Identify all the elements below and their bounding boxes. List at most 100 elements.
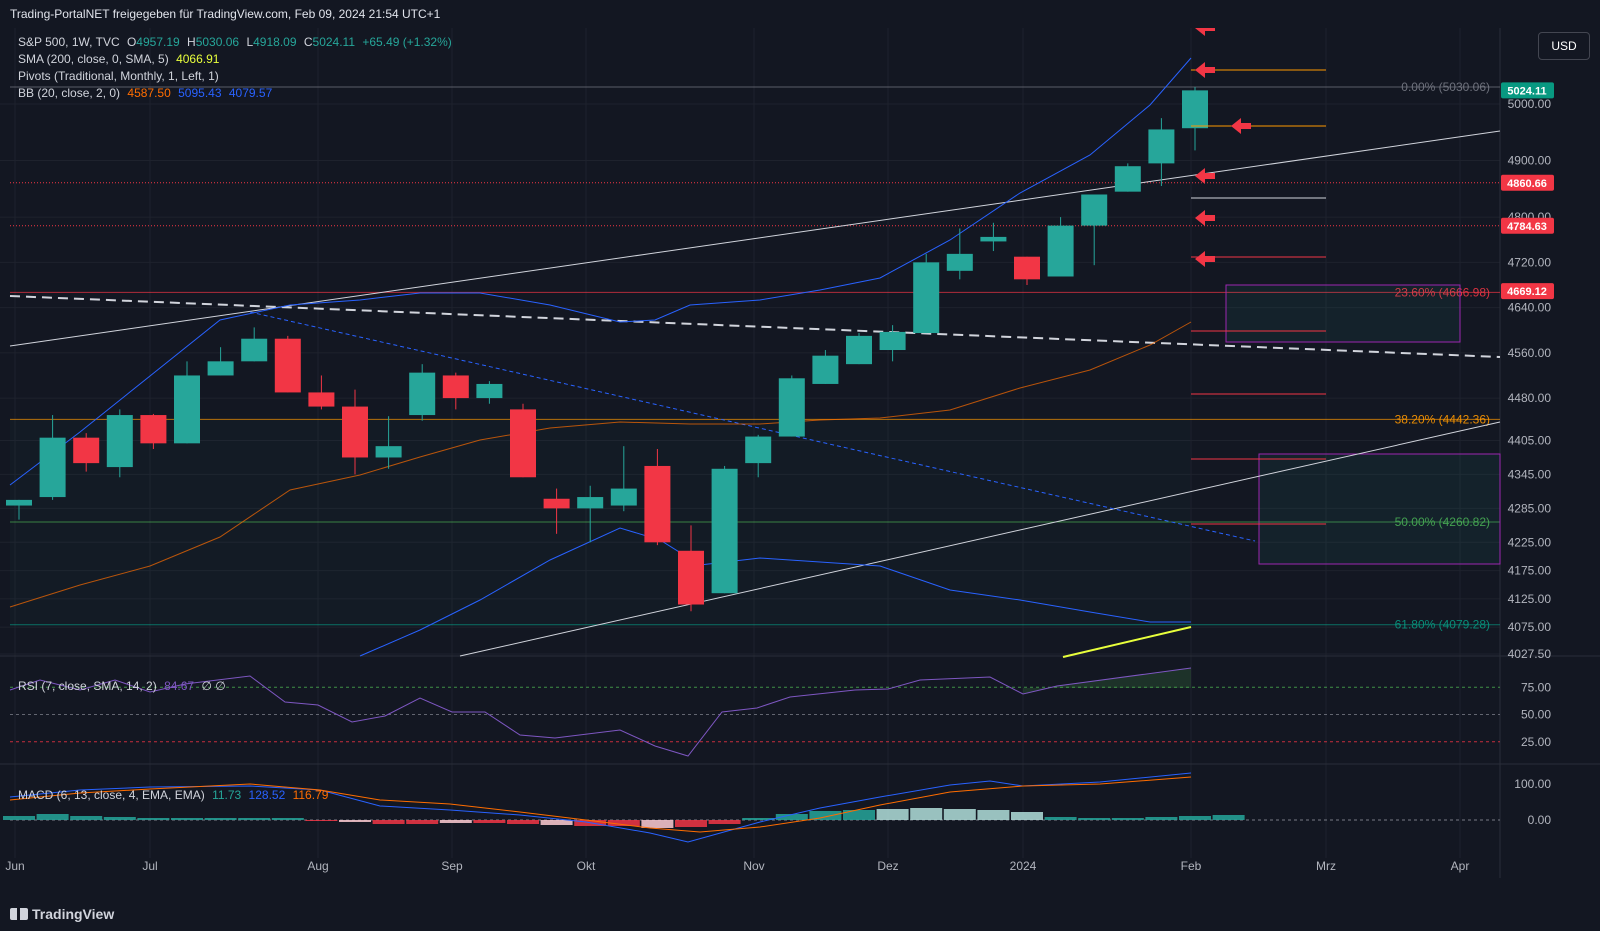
macd-hist-bar [708, 820, 741, 824]
candle-body [342, 406, 368, 458]
rsi-value: 84.67 [164, 679, 195, 693]
price-tag [1501, 283, 1554, 300]
macd-hist-bar [641, 820, 674, 828]
dashed-support [9, 295, 1501, 358]
macd-hist-bar [406, 820, 439, 824]
macd-hist-bar [3, 816, 35, 820]
indicator-tick: 50.00 [1521, 708, 1551, 722]
sma-legend: SMA (200, close, 0, SMA, 5) 4066.91 [18, 52, 219, 66]
arrow-icon [1195, 62, 1215, 78]
candle-body [6, 499, 32, 506]
macd-hist-bar [943, 809, 976, 820]
macd-hist-bar [809, 811, 842, 820]
macd-hist-bar [439, 820, 472, 823]
macd-legend: MACD (6, 13, close, 4, EMA, EMA) 11.73 1… [18, 788, 328, 802]
macd-hist-bar [843, 810, 875, 820]
price-chart[interactable]: 0.00% (5030.06) 23.60% (4666.98) 38.20% (4… [0, 28, 1600, 908]
candle-body [1014, 256, 1040, 280]
currency-button[interactable]: USD [1538, 32, 1590, 60]
tradingview-logo: TradingView [10, 906, 114, 922]
bb-lower [359, 527, 1191, 657]
time-tick: Feb [1181, 859, 1202, 873]
legend-open: 4957.19 [136, 35, 180, 49]
arrow-markers [1195, 28, 1251, 267]
price-tag-label: 5024.11 [1507, 85, 1546, 97]
sma-label: SMA (200, close, 0, SMA, 5) [18, 52, 169, 66]
target-box-lower [1258, 453, 1501, 565]
publisher-text: Trading-PortalNET freigegeben für Tradin… [10, 7, 441, 21]
legend-o-label: O [126, 35, 137, 49]
macd-hist-bar [742, 818, 775, 820]
candle-body [409, 372, 436, 416]
tv-logo-icon [10, 908, 28, 920]
target-boxes [1225, 284, 1501, 565]
candle-body [644, 465, 671, 543]
macd-hist-bar [1212, 815, 1245, 820]
macd-hist-bar [675, 820, 707, 827]
macd-hist-bar [473, 820, 506, 823]
candle-body [442, 375, 469, 399]
candle-body [745, 436, 772, 464]
candle-body [543, 498, 570, 509]
macd-hist-bar [1111, 818, 1144, 820]
bb-basis [9, 321, 1192, 608]
time-tick: Dez [877, 859, 898, 873]
macd-line [9, 772, 1192, 843]
indicator-tick: 0.00 [1528, 813, 1552, 827]
legend-close: 5024.11 [312, 35, 356, 49]
macd-hist-bar [910, 808, 943, 820]
arrow-icon [1195, 251, 1215, 267]
legend-symbol: S&P 500, 1W, TVC [18, 35, 120, 49]
candle-body [39, 437, 66, 498]
time-tick: Jun [5, 859, 24, 873]
macd-hist-bar [1011, 812, 1043, 820]
candlesticks[interactable] [6, 86, 1208, 612]
macd-hist-bar [607, 820, 640, 826]
bb-lower-value: 4079.57 [228, 86, 273, 100]
macd-value-hist: 11.73 [212, 788, 242, 802]
pivots-legend: Pivots (Traditional, Monthly, 1, Left, 1… [18, 69, 219, 83]
price-tick: 4075.00 [1508, 620, 1552, 634]
macd-hist-bar [372, 820, 405, 824]
price-tick: 4560.00 [1508, 346, 1552, 360]
time-tick: Aug [307, 859, 328, 873]
price-tick: 4405.00 [1508, 434, 1552, 448]
macd-pane[interactable] [3, 772, 1500, 843]
dashed-downtrend [249, 311, 1256, 542]
fibonacci-levels: 0.00% (5030.06) 23.60% (4666.98) 38.20% (4… [10, 80, 1500, 632]
time-tick: Nov [743, 859, 764, 873]
macd-hist-bar [977, 810, 1010, 820]
price-tick: 4345.00 [1508, 467, 1552, 481]
candle-body [1047, 225, 1074, 277]
rsi-pane[interactable] [9, 667, 1500, 757]
macd-hist-bar [171, 818, 203, 820]
bb-upper-value: 5095.43 [178, 86, 222, 100]
macd-hist-bar [1145, 817, 1178, 820]
price-tick: 4640.00 [1508, 301, 1552, 315]
candle-body [510, 409, 536, 478]
price-tick: 4125.00 [1508, 592, 1552, 606]
publisher-header: Trading-PortalNET freigegeben für Tradin… [0, 0, 1600, 28]
rsi-legend: RSI (7, close, SMA, 14, 2) 84.67 ∅ ∅ [18, 679, 226, 693]
target-box-upper [1225, 284, 1461, 343]
macd-hist-bar [540, 820, 573, 825]
candle-body [1182, 90, 1208, 129]
macd-value-signal: 116.79 [292, 788, 329, 802]
candle-body [946, 253, 973, 271]
bb-label: BB (20, close, 2, 0) [18, 86, 121, 100]
price-tick: 4720.00 [1508, 255, 1552, 269]
macd-hist-bar [775, 814, 808, 820]
rsi-label: RSI (7, close, SMA, 14, 2) [18, 679, 157, 693]
price-tick: 4175.00 [1508, 564, 1552, 578]
candle-body [879, 331, 906, 351]
candle-body [476, 383, 503, 399]
candle-body [846, 335, 872, 365]
price-tag [1501, 217, 1554, 234]
price-axis[interactable]: 5000.004900.004800.004720.004640.004560.… [1501, 82, 1554, 827]
time-tick: Mrz [1316, 859, 1336, 873]
time-axis[interactable]: Jun Jul Aug Sep Okt Nov Dez 2024 Feb Mrz Apr [5, 859, 1469, 873]
macd-hist-bar [70, 816, 103, 820]
candle-body [610, 488, 637, 506]
price-tick: 4285.00 [1508, 501, 1552, 515]
candle-body [207, 361, 234, 376]
